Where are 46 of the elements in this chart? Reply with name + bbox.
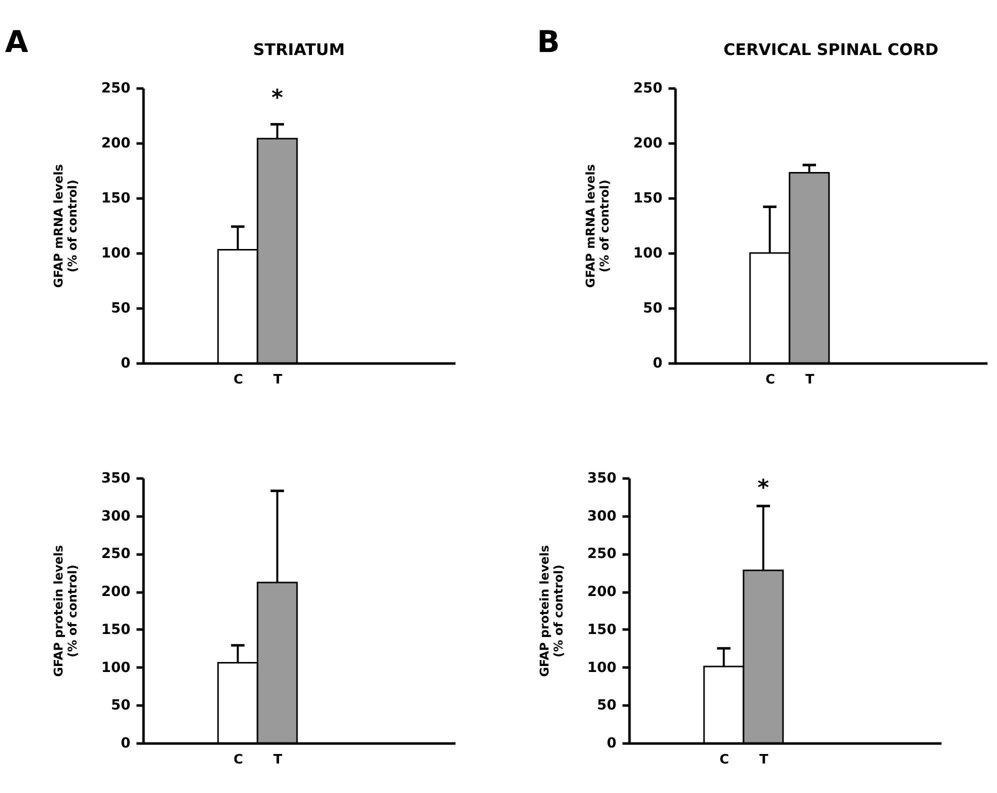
y-tick-label: 300	[587, 508, 617, 524]
y-tick-label: 100	[101, 246, 131, 262]
annotation: *	[758, 476, 770, 501]
y-tick-label: 50	[597, 698, 617, 714]
chart-title: STRIATUM	[253, 40, 345, 59]
y-tick-label: 250	[101, 546, 131, 562]
y-tick-label: 200	[101, 136, 131, 152]
chart-title: CERVICAL SPINAL CORD	[724, 40, 938, 59]
x-tick-label: T	[759, 752, 768, 768]
text: B	[537, 25, 560, 60]
x-tick-label: C	[720, 752, 730, 768]
y-tick-label: 350	[587, 470, 617, 486]
y-tick-label: 0	[606, 736, 617, 752]
y-tick-label: 150	[101, 622, 131, 638]
y-tick-label: 250	[101, 80, 131, 96]
y-axis-title: GFAP mRNA levels (% of control)	[583, 164, 612, 288]
x-tick-label: T	[273, 372, 282, 388]
y-axis-title: GFAP protein levels (% of control)	[537, 545, 566, 677]
annotation: *	[272, 86, 284, 111]
y-tick-label: 50	[111, 300, 131, 316]
y-tick-label: 100	[101, 660, 131, 676]
y-tick-label: 0	[652, 356, 663, 372]
x-tick-label: C	[234, 372, 244, 388]
y-tick-label: 200	[633, 136, 663, 152]
y-axis-title: GFAP mRNA levels (% of control)	[51, 164, 80, 288]
y-tick-label: 50	[643, 300, 663, 316]
y-tick-label: 0	[120, 356, 131, 372]
y-tick-label: 350	[101, 470, 131, 486]
x-tick-label: T	[273, 752, 282, 768]
y-tick-label: 200	[101, 584, 131, 600]
text: A	[5, 25, 29, 60]
x-tick-label: T	[805, 372, 814, 388]
y-tick-label: 150	[633, 190, 663, 206]
y-tick-label: 300	[101, 508, 131, 524]
y-tick-label: 100	[633, 246, 663, 262]
y-tick-label: 0	[120, 736, 131, 752]
y-tick-label: 250	[587, 546, 617, 562]
y-tick-label: 100	[587, 660, 617, 676]
y-tick-label: 150	[587, 622, 617, 638]
x-tick-label: C	[766, 372, 776, 388]
y-tick-label: 200	[587, 584, 617, 600]
x-tick-label: C	[234, 752, 244, 768]
y-axis-title: GFAP protein levels (% of control)	[51, 545, 80, 677]
y-tick-label: 50	[111, 698, 131, 714]
y-tick-label: 250	[633, 80, 663, 96]
y-tick-label: 150	[101, 190, 131, 206]
